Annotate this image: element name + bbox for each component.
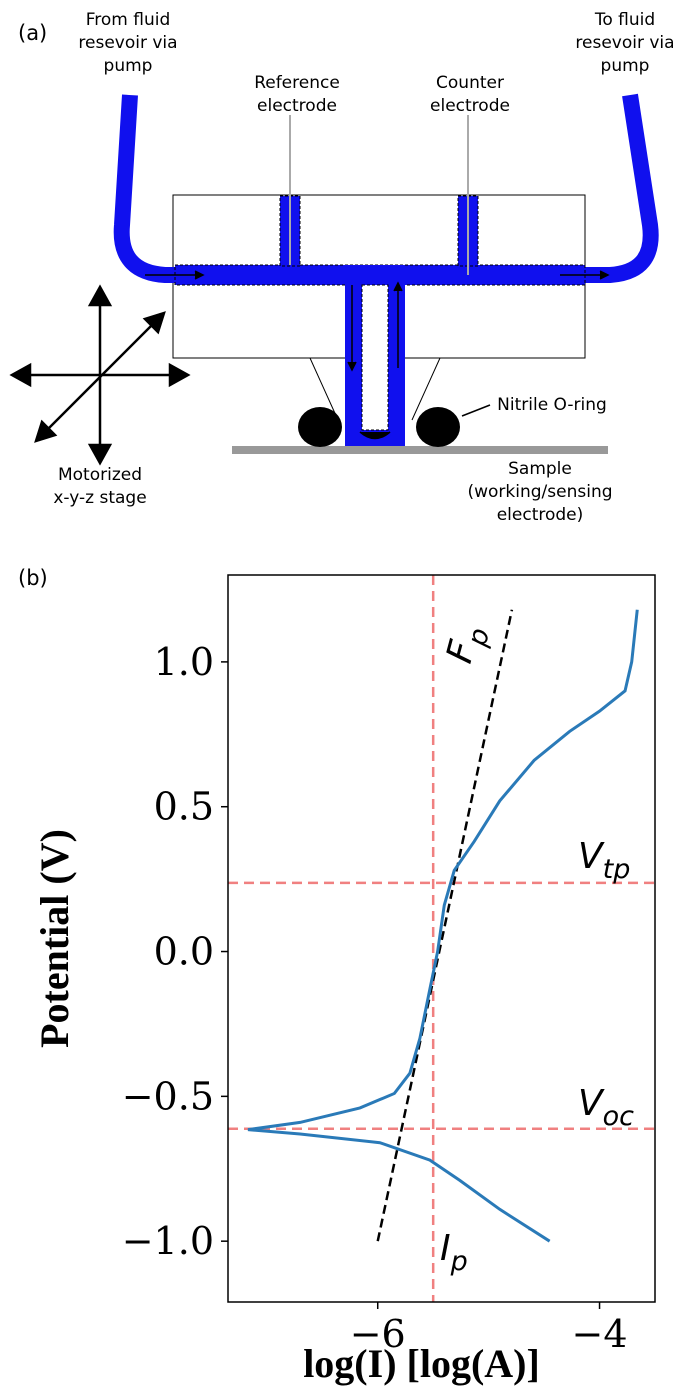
y-tick-label: 1.0 <box>154 640 214 684</box>
o-ring <box>416 407 460 447</box>
x-tick-label: −6 <box>350 1312 406 1356</box>
y-axis-label: Potential (V) <box>32 829 77 1048</box>
label: electrode) <box>497 505 584 525</box>
label: (working/sensing <box>467 482 612 502</box>
annotation-subscript: tp <box>603 854 631 885</box>
label: Nitrile O-ring <box>497 395 607 415</box>
cell-taper <box>309 357 441 421</box>
inlet-tube <box>113 94 175 283</box>
o-ring <box>298 407 342 447</box>
annotation: Ip <box>440 1228 468 1277</box>
annotation-text: I <box>440 1228 451 1269</box>
label: Reference <box>254 73 340 93</box>
diagram: (a) From fluid resevoir via <box>9 10 675 525</box>
sample <box>232 446 608 454</box>
label: x-y-z stage <box>53 488 146 508</box>
outlet-tube <box>585 93 659 283</box>
plot-frame <box>227 574 656 1303</box>
annotation: Fp <box>439 620 496 669</box>
y-tick-label: −1.0 <box>122 1219 214 1263</box>
label: pump <box>104 56 153 76</box>
annotation-text: V <box>578 1083 605 1124</box>
annotation-text: V <box>578 836 605 877</box>
annotation: Voc <box>578 1083 634 1132</box>
y-tick-label: 0.0 <box>154 930 214 974</box>
annotation-subscript: p <box>450 1246 468 1277</box>
annotation-subscript: oc <box>603 1101 635 1132</box>
central-divider <box>361 284 389 431</box>
stage-arrows <box>9 284 191 466</box>
panel-label: (b) <box>18 566 48 590</box>
label: electrode <box>257 96 337 116</box>
diagram-labels: From fluid resevoir via pump To fluid re… <box>53 10 674 525</box>
data-line <box>247 609 639 1243</box>
x-tick-label: −4 <box>572 1312 628 1356</box>
label: resevoir via <box>575 33 674 53</box>
label: resevoir via <box>78 33 177 53</box>
x-axis-label: log(I) [log(A)] <box>303 1341 540 1386</box>
label: From fluid <box>86 10 171 30</box>
flow-arrows <box>145 270 610 440</box>
label: Sample <box>508 459 572 479</box>
annotation: Vtp <box>578 836 630 885</box>
label: Counter <box>436 73 504 93</box>
label: Motorized <box>58 465 142 485</box>
label: electrode <box>430 96 510 116</box>
label: To fluid <box>594 10 655 30</box>
label: pump <box>601 56 650 76</box>
panel-label: (a) <box>18 21 47 45</box>
fit-line <box>376 609 514 1242</box>
y-tick-label: −0.5 <box>122 1074 214 1118</box>
y-tick-label: 0.5 <box>154 785 214 829</box>
